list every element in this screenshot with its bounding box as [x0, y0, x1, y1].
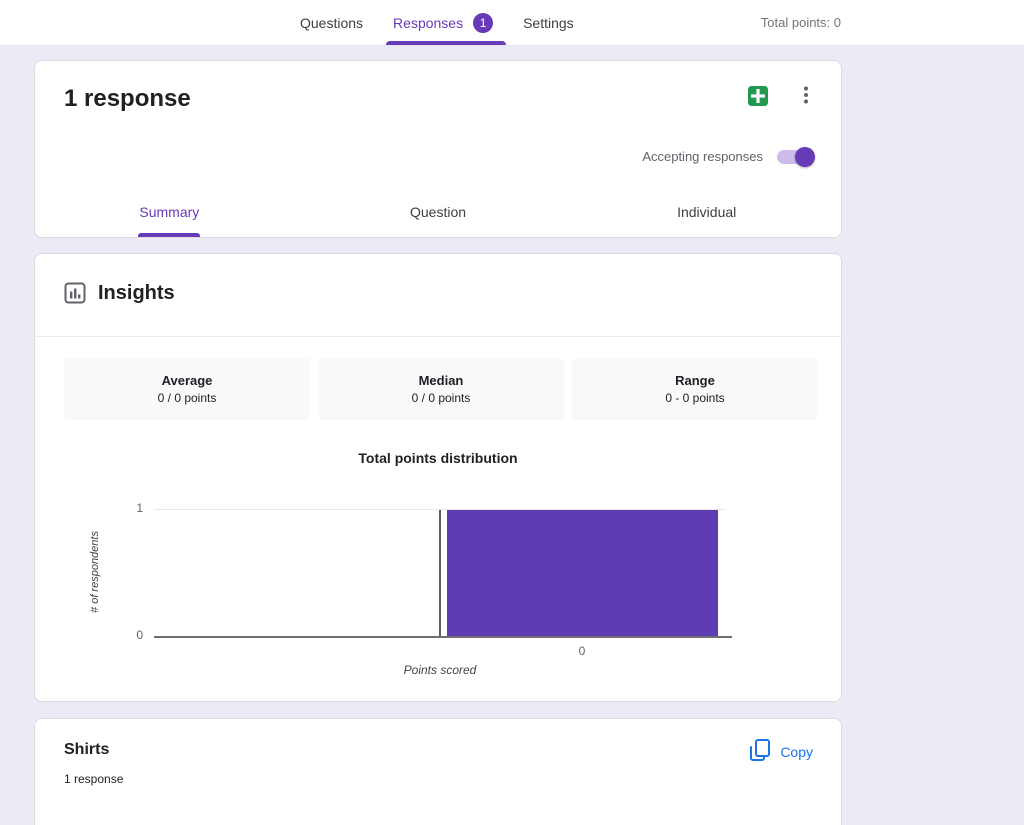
- tab-settings-label: Settings: [523, 15, 574, 31]
- question-title: Shirts: [64, 741, 110, 758]
- chart-x-axis-label: Points scored: [403, 663, 477, 677]
- top-navigation-bar: Questions Responses 1 Settings Total poi…: [0, 0, 1024, 46]
- summary-tab-indicator: [138, 233, 201, 237]
- tab-summary-label: Summary: [139, 204, 200, 220]
- copy-button-label: Copy: [780, 743, 813, 760]
- tab-questions-label: Questions: [300, 15, 364, 31]
- sheets-icon: [747, 85, 769, 110]
- tab-responses-label: Responses: [393, 15, 464, 31]
- total-points-label: Total points: 0: [760, 15, 841, 30]
- insights-card: Insights Average 0 / 0 points Median 0 /…: [34, 253, 842, 702]
- y-tick-1: 1: [136, 501, 143, 515]
- stat-median: Median 0 / 0 points: [318, 358, 564, 420]
- insights-title: Insights: [98, 282, 175, 304]
- y-tick-0: 0: [136, 628, 143, 642]
- accepting-responses-label: Accepting responses: [642, 149, 763, 164]
- summary-view-tabs: Summary Question Individual: [35, 197, 841, 237]
- question-response-count: 1 response: [64, 772, 124, 786]
- stat-average-label: Average: [161, 373, 213, 388]
- accepting-responses-toggle[interactable]: [777, 146, 815, 167]
- stat-range-value: 0 - 0 points: [665, 391, 725, 405]
- chart-y-axis-label: # of respondents: [89, 531, 101, 613]
- tab-summary[interactable]: Summary: [35, 197, 304, 237]
- toggle-thumb: [795, 146, 815, 167]
- response-count-badge: 1: [473, 13, 494, 33]
- link-to-sheets-button[interactable]: [745, 84, 771, 110]
- tab-individual-label: Individual: [677, 204, 737, 220]
- chart-x-axis-line: [154, 636, 732, 638]
- stat-range: Range 0 - 0 points: [572, 358, 818, 420]
- responses-summary-card: 1 response Accepting responses: [34, 60, 842, 238]
- x-tick-0: 0: [578, 644, 586, 658]
- tab-individual[interactable]: Individual: [572, 197, 841, 237]
- insights-icon: [64, 282, 86, 309]
- active-tab-indicator: [386, 41, 506, 45]
- copy-button[interactable]: Copy: [750, 739, 813, 764]
- question-summary-card: Shirts 1 response Copy: [34, 718, 842, 825]
- form-nav-tabs: Questions Responses 1 Settings: [300, 0, 574, 46]
- stat-average-value: 0 / 0 points: [157, 391, 217, 405]
- stat-median-value: 0 / 0 points: [411, 391, 471, 405]
- tab-settings[interactable]: Settings: [523, 15, 574, 31]
- accepting-responses-row: Accepting responses: [642, 146, 815, 167]
- insights-divider: [35, 336, 841, 337]
- copy-icon: [750, 739, 771, 764]
- tab-responses[interactable]: Responses 1: [393, 13, 494, 33]
- chart-title: Total points distribution: [358, 450, 518, 466]
- tab-question-label: Question: [409, 204, 467, 220]
- tab-question[interactable]: Question: [304, 197, 573, 237]
- distribution-chart-plot: [154, 509, 732, 638]
- tab-questions[interactable]: Questions: [300, 15, 363, 31]
- stat-average: Average 0 / 0 points: [64, 358, 310, 420]
- more-vert-icon: [794, 83, 818, 110]
- stat-range-label: Range: [675, 373, 715, 388]
- more-options-button[interactable]: [793, 83, 819, 109]
- distribution-bar: [447, 510, 718, 637]
- response-count-title: 1 response: [64, 85, 191, 112]
- score-stats-row: Average 0 / 0 points Median 0 / 0 points…: [64, 358, 818, 420]
- chart-bin-divider-line: [439, 510, 441, 637]
- stat-median-label: Median: [418, 373, 464, 388]
